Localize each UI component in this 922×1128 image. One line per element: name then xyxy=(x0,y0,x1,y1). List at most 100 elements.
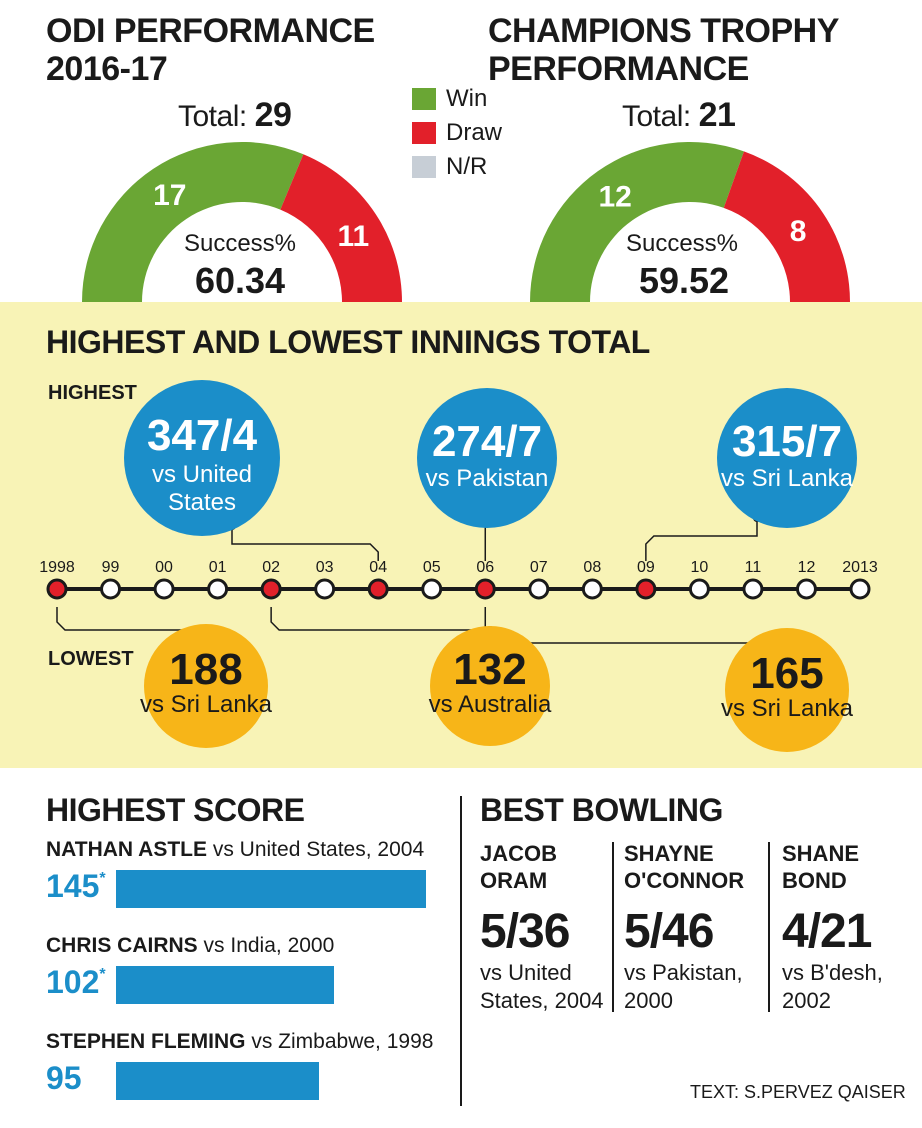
highest-score-0: 347/4 xyxy=(147,411,258,460)
ct-success-value: 59.52 xyxy=(638,260,730,301)
year-label-12: 12 xyxy=(798,559,816,576)
credit-text: TEXT: S.PERVEZ QAISER xyxy=(690,1082,906,1102)
timeline-dot-08 xyxy=(581,578,603,600)
highest-bubble-1 xyxy=(417,388,557,528)
highest-score-1: 274/7 xyxy=(432,417,542,466)
timeline-dot-11 xyxy=(742,578,764,600)
timeline-dot-10 xyxy=(688,578,710,600)
lowest-tag: LOWEST xyxy=(48,648,134,670)
score-value: 102* xyxy=(46,964,106,1000)
highest-opponent-line2-0: States xyxy=(168,489,236,516)
legend-item-nr: N/R xyxy=(412,150,502,184)
nr-swatch xyxy=(412,156,436,178)
highest-score-title: HIGHEST SCORE xyxy=(46,792,305,828)
legend-item-win: Win xyxy=(412,82,502,116)
year-label-07: 07 xyxy=(530,559,548,576)
highest-score-2: 315/7 xyxy=(732,417,842,466)
odi-total: Total: 29 xyxy=(178,96,292,134)
ct-success-label: Success% xyxy=(625,230,739,257)
draw-swatch xyxy=(412,122,436,144)
score-bar xyxy=(116,870,426,908)
year-label-01: 01 xyxy=(209,559,227,576)
bowling-opponent: vs United States, 2004 xyxy=(480,960,604,1013)
section-divider xyxy=(460,796,462,1106)
year-label-04: 04 xyxy=(369,559,387,576)
highest-opponent-2: vs Sri Lanka xyxy=(721,465,854,492)
odi-success-value: 60.34 xyxy=(194,260,286,301)
bowling-opponent: vs Pakistan, 2000 xyxy=(624,960,743,1013)
year-label-11: 11 xyxy=(745,559,762,576)
lowest-opponent-2: vs Sri Lanka xyxy=(721,695,854,722)
not-out-star: * xyxy=(99,870,106,887)
player-line: NATHAN ASTLE vs United States, 2004 xyxy=(46,838,424,862)
bowling-figures: 4/21 xyxy=(782,905,872,958)
odi-slice-draw xyxy=(280,154,402,305)
player-name: NATHAN ASTLE xyxy=(46,838,207,861)
timeline-dot-06 xyxy=(474,578,496,600)
innings-title: HIGHEST AND LOWEST INNINGS TOTAL xyxy=(46,324,650,360)
bowling-figures: 5/46 xyxy=(624,905,714,958)
year-label-09: 09 xyxy=(637,559,655,576)
highest-tag: HIGHEST xyxy=(48,382,137,404)
timeline-dot-07 xyxy=(528,578,550,600)
timeline-dot-99 xyxy=(100,578,122,600)
odi-slice-label: 11 xyxy=(338,220,370,253)
lowest-opponent-0: vs Sri Lanka xyxy=(140,691,273,718)
year-label-00: 00 xyxy=(155,559,173,576)
highest-bubble-0 xyxy=(124,380,280,536)
lowest-score-1: 132 xyxy=(453,645,526,694)
year-label-99: 99 xyxy=(102,559,120,576)
odi-slice-win xyxy=(82,142,304,302)
odi-title: ODI PERFORMANCE 2016-17 xyxy=(46,12,375,88)
bowling-entry-oconnor: SHAYNE O'CONNOR 5/46 vs Pakistan, 2000 xyxy=(624,840,764,1015)
lowest-score-0: 188 xyxy=(169,645,242,694)
odi-donut-chart: 17111 xyxy=(82,142,402,305)
lowest-bubble-2 xyxy=(725,628,849,752)
timeline-dot-03 xyxy=(314,578,336,600)
timeline-dot-02 xyxy=(260,578,282,600)
legend: Win Draw N/R xyxy=(412,82,502,184)
bowler-name: SHAYNE O'CONNOR xyxy=(624,841,745,893)
lowest-connector-0 xyxy=(56,607,206,631)
timeline-dot-04 xyxy=(367,578,389,600)
year-label-03: 03 xyxy=(316,559,334,576)
player-detail: vs India, 2000 xyxy=(197,934,335,957)
best-bowling-title: BEST BOWLING xyxy=(480,792,723,828)
year-label-02: 02 xyxy=(262,559,280,576)
innings-timeline: 1998 99 00 01 02 03 04 05 06 07 08 09 10 11 12 2013 347… xyxy=(39,380,878,752)
bowling-figures: 5/36 xyxy=(480,905,570,958)
player-line: CHRIS CAIRNS vs India, 2000 xyxy=(46,934,334,958)
bowling-divider-2 xyxy=(768,842,770,1012)
highest-connector-2 xyxy=(645,518,758,561)
timeline-dot-12 xyxy=(795,578,817,600)
bowler-name: SHANE BOND xyxy=(782,841,860,893)
ct-slice-draw xyxy=(723,151,850,305)
highest-bubble-2 xyxy=(717,388,857,528)
player-line: STEPHEN FLEMING vs Zimbabwe, 1998 xyxy=(46,1030,433,1054)
score-bar xyxy=(116,966,335,1004)
lowest-score-2: 165 xyxy=(750,649,823,698)
odi-success-label: Success% xyxy=(183,230,297,257)
bowling-entry-bond: SHANE BOND 4/21 vs B'desh, 2002 xyxy=(782,840,912,1015)
ct-slice-label: 12 xyxy=(598,181,631,214)
year-label-06: 06 xyxy=(476,559,494,576)
lowest-bubble-1 xyxy=(430,626,550,746)
lowest-bubble-0 xyxy=(144,624,268,748)
ct-slice-win xyxy=(530,142,744,302)
legend-item-draw: Draw xyxy=(412,116,502,150)
player-detail: vs United States, 2004 xyxy=(207,838,425,861)
bowling-divider-1 xyxy=(612,842,614,1012)
bowling-entry-oram: JACOB ORAM 5/36 vs United States, 2004 xyxy=(480,840,610,1015)
year-label-1998: 1998 xyxy=(39,559,75,576)
timeline-dot-2013 xyxy=(849,578,871,600)
player-name: STEPHEN FLEMING xyxy=(46,1030,246,1053)
score-bar xyxy=(116,1062,320,1100)
bowler-name: JACOB ORAM xyxy=(480,841,558,893)
highest-opponent-0: vs United xyxy=(152,461,252,488)
highest-connector-0 xyxy=(231,526,379,561)
lowest-connector-1 xyxy=(270,607,490,631)
year-label-08: 08 xyxy=(583,559,601,576)
timeline-dot-01 xyxy=(207,578,229,600)
player-name: CHRIS CAIRNS xyxy=(46,934,198,957)
ct-slice-label: 8 xyxy=(790,215,807,248)
